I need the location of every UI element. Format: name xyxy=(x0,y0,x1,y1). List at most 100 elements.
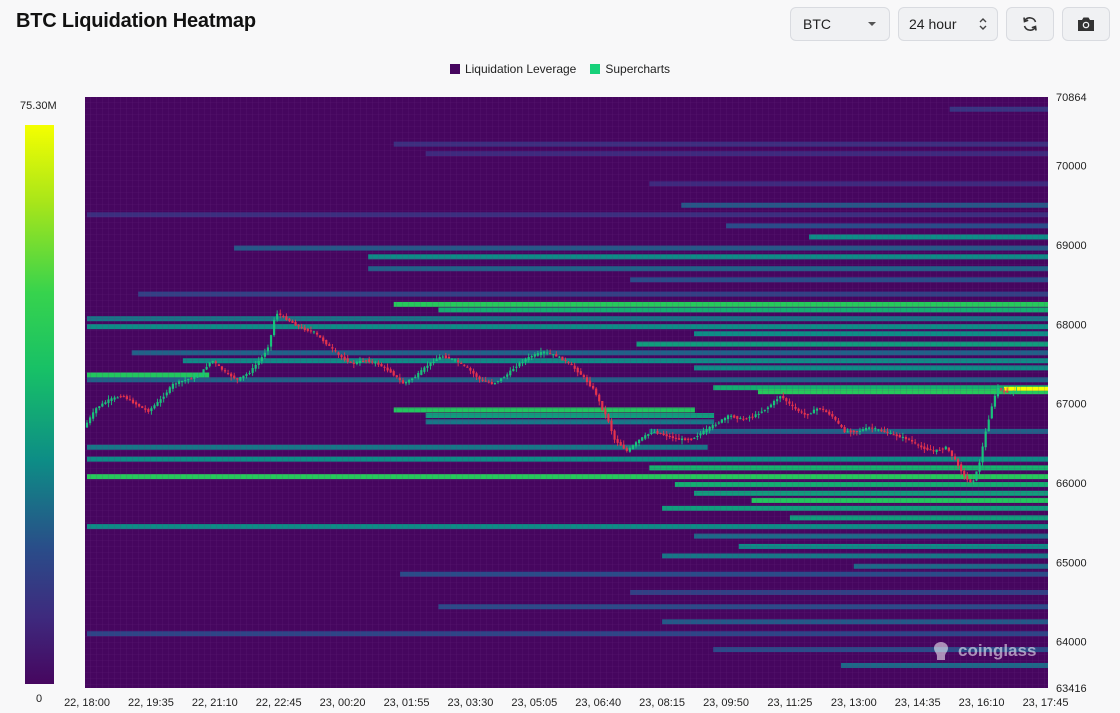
price-candle[interactable] xyxy=(407,379,411,383)
price-candle[interactable] xyxy=(312,331,316,333)
price-candle[interactable] xyxy=(466,366,469,368)
price-candle[interactable] xyxy=(404,382,408,384)
price-candle[interactable] xyxy=(748,417,751,419)
price-candle[interactable] xyxy=(190,378,193,380)
price-candle[interactable] xyxy=(650,432,653,434)
price-candle[interactable] xyxy=(1009,391,1012,393)
price-candle[interactable] xyxy=(558,356,561,358)
price-candle[interactable] xyxy=(751,416,754,418)
price-candle[interactable] xyxy=(141,406,144,408)
price-candle[interactable] xyxy=(723,418,727,421)
price-candle[interactable] xyxy=(828,411,831,415)
price-candle[interactable] xyxy=(889,432,892,434)
price-candle[interactable] xyxy=(776,399,779,402)
price-candle[interactable] xyxy=(208,362,211,367)
price-candle[interactable] xyxy=(138,403,141,407)
price-candle[interactable] xyxy=(929,449,932,451)
price-candle[interactable] xyxy=(180,380,184,383)
price-candle[interactable] xyxy=(150,408,153,412)
price-candle[interactable] xyxy=(484,380,487,382)
price-candle[interactable] xyxy=(481,379,484,381)
price-candle[interactable] xyxy=(254,364,257,369)
price-candle[interactable] xyxy=(671,436,674,439)
price-candle[interactable] xyxy=(202,369,205,375)
price-candle[interactable] xyxy=(647,434,650,436)
price-candle[interactable] xyxy=(325,340,328,345)
price-candle[interactable] xyxy=(757,413,760,415)
price-candle[interactable] xyxy=(717,422,720,424)
price-candle[interactable] xyxy=(159,399,162,403)
price-candle[interactable] xyxy=(414,376,417,379)
price-candle[interactable] xyxy=(125,396,128,400)
price-candle[interactable] xyxy=(395,375,398,378)
price-candle[interactable] xyxy=(588,380,592,387)
price-candle[interactable] xyxy=(941,448,944,450)
price-candle[interactable] xyxy=(361,361,365,363)
price-candle[interactable] xyxy=(165,392,168,396)
price-candle[interactable] xyxy=(898,435,901,438)
price-candle[interactable] xyxy=(187,379,190,381)
price-candle[interactable] xyxy=(993,395,996,407)
price-candle[interactable] xyxy=(239,377,242,381)
price-candle[interactable] xyxy=(788,401,791,404)
price-candle[interactable] xyxy=(797,408,800,412)
price-candle[interactable] xyxy=(871,427,874,429)
price-candle[interactable] xyxy=(677,438,681,440)
price-candle[interactable] xyxy=(960,464,963,472)
price-candle[interactable] xyxy=(999,388,1003,390)
price-candle[interactable] xyxy=(334,350,337,352)
price-candle[interactable] xyxy=(674,437,678,439)
price-candle[interactable] xyxy=(852,430,855,433)
price-candle[interactable] xyxy=(956,459,960,467)
price-candle[interactable] xyxy=(837,420,840,424)
price-candle[interactable] xyxy=(616,439,619,443)
price-candle[interactable] xyxy=(690,438,693,440)
price-candle[interactable] xyxy=(914,442,917,444)
price-candle[interactable] xyxy=(598,394,601,402)
price-candle[interactable] xyxy=(288,318,291,322)
price-candle[interactable] xyxy=(601,401,604,410)
price-candle[interactable] xyxy=(371,361,374,363)
screenshot-button[interactable] xyxy=(1062,7,1110,41)
price-candle[interactable] xyxy=(570,364,573,366)
price-candle[interactable] xyxy=(772,400,776,406)
price-candle[interactable] xyxy=(340,355,343,358)
price-candle[interactable] xyxy=(708,426,711,431)
price-candle[interactable] xyxy=(634,442,638,447)
price-candle[interactable] xyxy=(233,375,236,379)
price-candle[interactable] xyxy=(469,368,472,371)
price-candle[interactable] xyxy=(730,415,733,417)
price-candle[interactable] xyxy=(591,385,595,389)
price-candle[interactable] xyxy=(389,369,392,373)
refresh-button[interactable] xyxy=(1006,7,1054,41)
price-candle[interactable] xyxy=(874,428,877,430)
price-candle[interactable] xyxy=(85,422,89,428)
price-candle[interactable] xyxy=(726,415,730,420)
price-candle[interactable] xyxy=(245,373,248,377)
price-candle[interactable] xyxy=(693,437,696,439)
price-candle[interactable] xyxy=(242,375,245,379)
price-candle[interactable] xyxy=(536,353,539,356)
price-candle[interactable] xyxy=(711,425,714,429)
price-candle[interactable] xyxy=(499,378,503,382)
price-candle[interactable] xyxy=(791,404,794,407)
price-candle[interactable] xyxy=(966,476,969,480)
price-candle[interactable] xyxy=(383,366,386,368)
price-candle[interactable] xyxy=(613,430,616,440)
price-candle[interactable] xyxy=(938,449,941,451)
price-candle[interactable] xyxy=(779,396,782,399)
price-candle[interactable] xyxy=(564,360,567,362)
price-candle[interactable] xyxy=(98,406,101,409)
price-candle[interactable] xyxy=(561,356,564,361)
price-candle[interactable] xyxy=(272,320,276,336)
price-candle[interactable] xyxy=(260,357,263,362)
price-candle[interactable] xyxy=(963,470,966,476)
price-candle[interactable] xyxy=(576,367,579,373)
price-candle[interactable] xyxy=(631,445,635,450)
price-candle[interactable] xyxy=(205,366,208,370)
price-candle[interactable] xyxy=(684,438,687,441)
legend-item-liquidation-leverage[interactable]: Liquidation Leverage xyxy=(449,62,576,76)
price-candle[interactable] xyxy=(886,431,889,434)
price-candle[interactable] xyxy=(637,439,641,444)
price-candle[interactable] xyxy=(230,373,233,377)
